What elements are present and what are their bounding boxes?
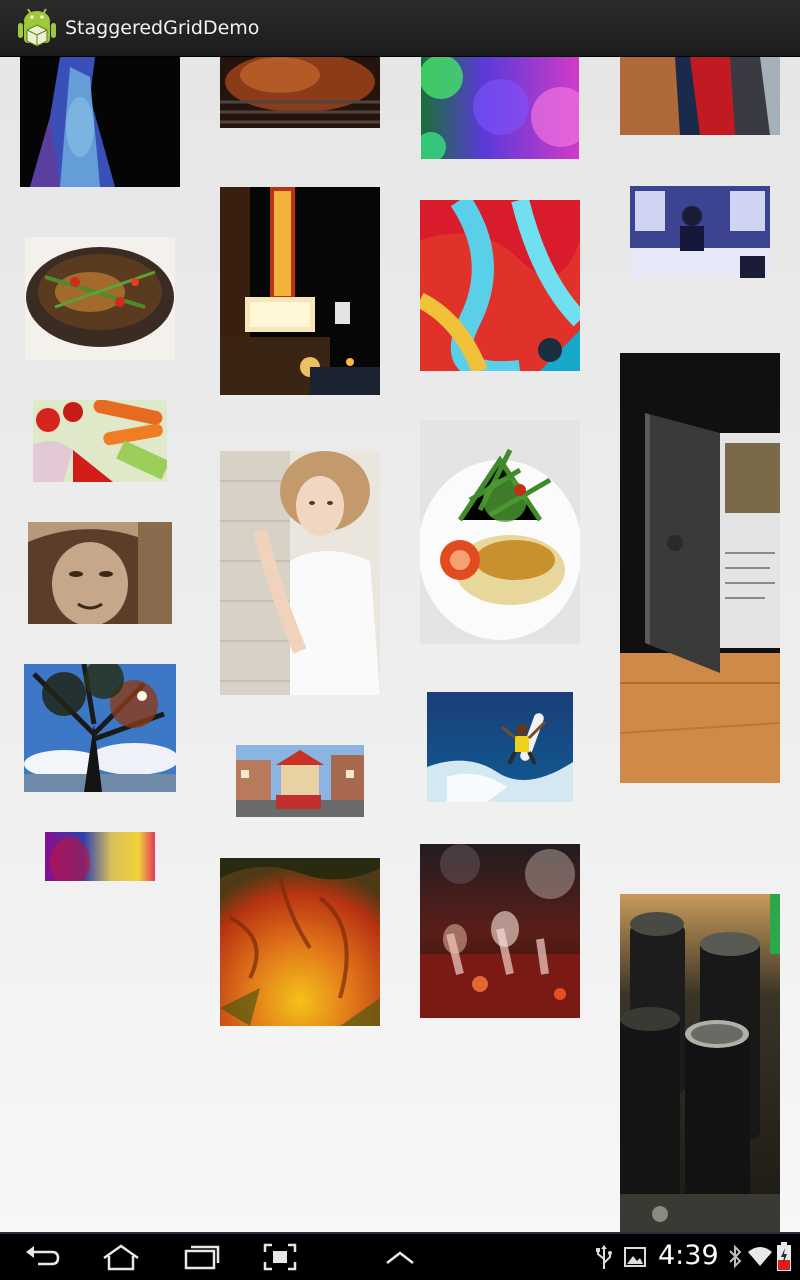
surfer-image (427, 692, 573, 802)
grid-image-c3-4[interactable] (427, 692, 573, 802)
grid-image-c4-1[interactable] (620, 57, 780, 135)
grid-image-c4-2[interactable] (630, 186, 770, 278)
bartender-image (630, 186, 770, 278)
recent-apps-icon (184, 1245, 220, 1270)
grid-image-c3-5[interactable] (420, 844, 580, 1018)
battery-icon (777, 1242, 791, 1271)
back-icon (26, 1246, 60, 1266)
action-bar: StaggeredGridDemo (0, 0, 800, 57)
app-title: StaggeredGridDemo (65, 17, 260, 39)
status-time: 4:39 (658, 1240, 719, 1271)
staggered-grid[interactable] (0, 57, 800, 1232)
bluetooth-icon (729, 1244, 742, 1269)
orange-texture-image (220, 858, 380, 1026)
laptop-image (620, 353, 780, 783)
gallery-icon (624, 1247, 646, 1267)
wifi-icon (748, 1247, 772, 1266)
woman-wall-image (220, 451, 380, 695)
recent-apps-button[interactable] (180, 1240, 224, 1274)
theater-sign-image (220, 187, 380, 395)
old-woman-image (28, 522, 172, 624)
grid-image-c2-3[interactable] (220, 451, 380, 695)
grid-image-c4-3[interactable] (620, 353, 780, 783)
usb-icon (596, 1245, 612, 1269)
grid-image-c3-3[interactable] (420, 420, 580, 644)
grid-image-c1-1[interactable] (20, 57, 180, 187)
grid-image-c2-1[interactable] (220, 57, 380, 128)
colorful-blur-image (45, 832, 155, 881)
back-button[interactable] (20, 1240, 64, 1274)
grid-image-c1-2[interactable] (25, 237, 175, 360)
grid-image-c1-3[interactable] (33, 400, 167, 482)
grid-image-c2-4[interactable] (236, 745, 364, 817)
home-button[interactable] (98, 1240, 144, 1274)
grid-image-c3-1[interactable] (421, 57, 579, 159)
android-icon (18, 8, 56, 47)
chinatown-image (236, 745, 364, 817)
screenshot-button[interactable] (260, 1240, 300, 1274)
grid-image-c4-4[interactable] (620, 894, 780, 1232)
grid-image-c3-2[interactable] (420, 200, 580, 371)
abstract-paint-image (420, 200, 580, 371)
capacitors-image (620, 894, 780, 1232)
steak-image (220, 57, 380, 128)
grid-image-c2-2[interactable] (220, 187, 380, 395)
grid-image-c1-5[interactable] (24, 664, 176, 792)
screenshot-icon (263, 1243, 297, 1271)
menu-up-icon (386, 1251, 414, 1264)
navigation-bar (0, 1232, 800, 1280)
party-glasses-image (420, 844, 580, 1018)
vegetables-image (33, 400, 167, 482)
home-icon (103, 1244, 139, 1271)
pot-food-image (26, 247, 174, 347)
red-shirt-image (620, 57, 780, 135)
menu-up-button[interactable] (382, 1240, 418, 1274)
plated-dish-image (420, 420, 580, 644)
tree-image (24, 664, 176, 792)
bokeh-image (421, 57, 579, 159)
grid-image-c1-4[interactable] (28, 522, 172, 624)
gown-image (30, 57, 115, 187)
grid-image-c1-6[interactable] (45, 832, 155, 881)
grid-image-c2-5[interactable] (220, 858, 380, 1026)
